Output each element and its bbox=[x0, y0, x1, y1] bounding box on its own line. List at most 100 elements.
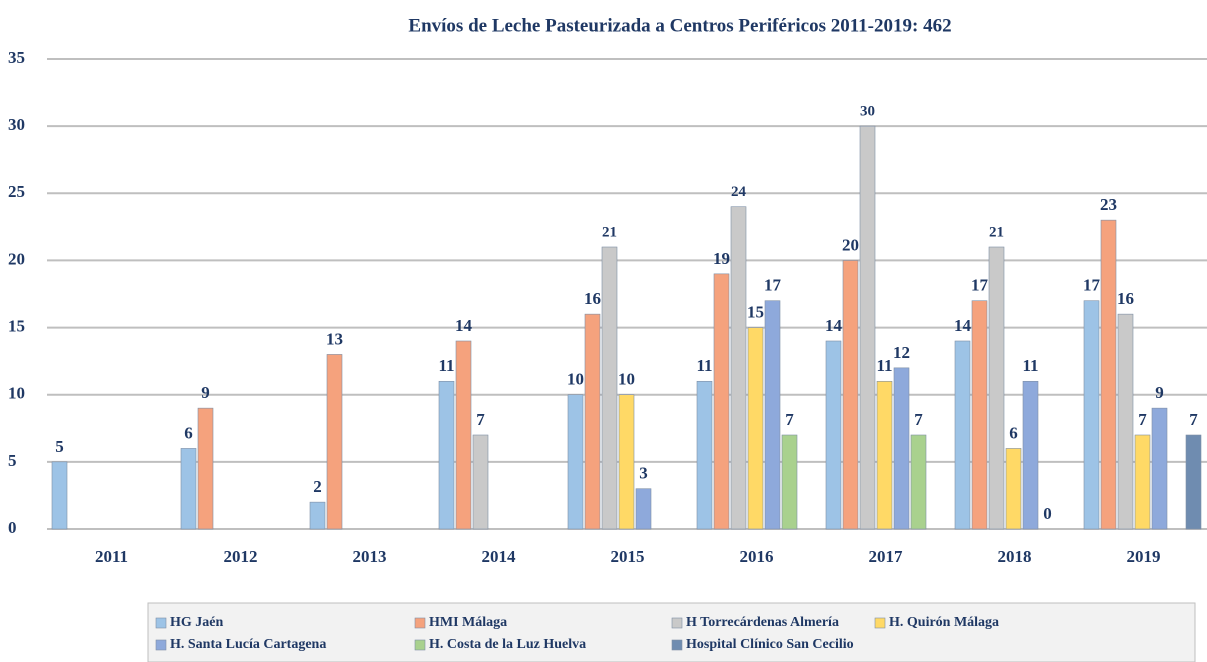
x-tick-label: 2011 bbox=[95, 547, 128, 566]
data-label: 7 bbox=[914, 410, 923, 429]
legend-swatch bbox=[414, 617, 426, 629]
data-label: 21 bbox=[602, 224, 617, 240]
bar bbox=[438, 380, 455, 530]
data-label: 2 bbox=[313, 477, 322, 496]
x-tick-label: 2018 bbox=[998, 547, 1032, 566]
x-tick-label: 2012 bbox=[224, 547, 258, 566]
legend-label: H. Quirón Málaga bbox=[889, 615, 999, 630]
y-tick-label: 25 bbox=[8, 182, 25, 201]
bar bbox=[696, 380, 713, 530]
bar bbox=[455, 340, 472, 530]
data-label: 15 bbox=[747, 302, 764, 321]
data-label: 11 bbox=[1022, 356, 1038, 375]
bar bbox=[1005, 448, 1022, 530]
bar bbox=[954, 340, 971, 530]
x-tick-label: 2019 bbox=[1127, 547, 1161, 566]
legend-swatch bbox=[874, 617, 886, 629]
y-tick-label: 15 bbox=[8, 316, 25, 335]
data-label: 5 bbox=[55, 437, 64, 456]
bar bbox=[326, 354, 343, 530]
bar bbox=[1083, 300, 1100, 530]
y-tick-label: 35 bbox=[8, 48, 25, 67]
data-label: 6 bbox=[1009, 423, 1018, 442]
data-label: 23 bbox=[1100, 195, 1117, 214]
bar bbox=[842, 260, 859, 530]
bar bbox=[472, 434, 489, 530]
data-label: 20 bbox=[842, 235, 859, 254]
data-label: 7 bbox=[1138, 410, 1147, 429]
y-tick-label: 0 bbox=[8, 518, 17, 537]
legend-label: H. Santa Lucía Cartagena bbox=[170, 637, 326, 652]
data-label: 13 bbox=[326, 329, 343, 348]
x-tick-label: 2014 bbox=[482, 547, 517, 566]
data-label: 11 bbox=[438, 356, 454, 375]
bar bbox=[180, 448, 197, 530]
legend-swatch bbox=[671, 639, 683, 651]
bar bbox=[1022, 380, 1039, 530]
x-tick-label: 2015 bbox=[611, 547, 645, 566]
data-label: 16 bbox=[1117, 289, 1134, 308]
data-label: 21 bbox=[989, 224, 1004, 240]
bar bbox=[764, 300, 781, 530]
bar bbox=[730, 206, 747, 530]
data-label: 6 bbox=[184, 423, 193, 442]
bar bbox=[876, 380, 893, 530]
bar bbox=[309, 501, 326, 530]
bar bbox=[825, 340, 842, 530]
data-label: 7 bbox=[1189, 410, 1198, 429]
bar bbox=[893, 367, 910, 530]
bar bbox=[635, 488, 652, 530]
bar bbox=[1185, 434, 1202, 530]
data-label: 9 bbox=[1155, 383, 1164, 402]
bar bbox=[971, 300, 988, 530]
y-tick-label: 20 bbox=[8, 249, 25, 268]
bar bbox=[1151, 407, 1168, 530]
chart-title: Envíos de Leche Pasteurizada a Centros P… bbox=[408, 15, 951, 36]
x-tick-label: 2017 bbox=[869, 547, 904, 566]
data-label: 16 bbox=[584, 289, 601, 308]
bar bbox=[910, 434, 927, 530]
data-label: 30 bbox=[860, 104, 875, 120]
legend-label: Hospital Clínico San Cecilio bbox=[686, 637, 854, 652]
data-label: 10 bbox=[618, 370, 635, 389]
bar bbox=[1134, 434, 1151, 530]
data-label: 14 bbox=[954, 316, 972, 335]
x-tick-label: 2013 bbox=[353, 547, 387, 566]
data-label: 19 bbox=[713, 249, 730, 268]
bar bbox=[601, 246, 618, 530]
legend-label: H. Costa de la Luz Huelva bbox=[429, 637, 586, 652]
legend-box bbox=[147, 602, 1196, 662]
x-tick-label: 2016 bbox=[740, 547, 774, 566]
data-label: 7 bbox=[476, 410, 485, 429]
y-tick-label: 10 bbox=[8, 384, 25, 403]
bar bbox=[988, 246, 1005, 530]
bar bbox=[1100, 219, 1117, 530]
bar bbox=[584, 313, 601, 530]
legend-swatch bbox=[155, 617, 167, 629]
legend-swatch bbox=[155, 639, 167, 651]
data-label: 11 bbox=[696, 356, 712, 375]
data-label: 3 bbox=[639, 464, 648, 483]
bar bbox=[51, 461, 68, 530]
data-label: 14 bbox=[825, 316, 843, 335]
legend-label: HG Jaén bbox=[170, 615, 223, 630]
y-tick-label: 30 bbox=[8, 115, 25, 134]
y-tick-label: 5 bbox=[8, 451, 17, 470]
data-label: 0 bbox=[1043, 504, 1052, 523]
data-label: 17 bbox=[764, 276, 782, 295]
bar bbox=[713, 273, 730, 530]
data-label: 9 bbox=[201, 383, 210, 402]
bar bbox=[567, 394, 584, 530]
bar bbox=[1117, 313, 1134, 530]
bar bbox=[197, 407, 214, 530]
data-label: 7 bbox=[785, 410, 794, 429]
bar bbox=[747, 327, 764, 530]
data-label: 11 bbox=[876, 356, 892, 375]
data-label: 17 bbox=[971, 276, 989, 295]
bar bbox=[859, 125, 876, 530]
data-label: 17 bbox=[1083, 276, 1101, 295]
bar bbox=[618, 394, 635, 530]
legend-label: H Torrecárdenas Almería bbox=[686, 615, 839, 630]
data-label: 14 bbox=[455, 316, 473, 335]
